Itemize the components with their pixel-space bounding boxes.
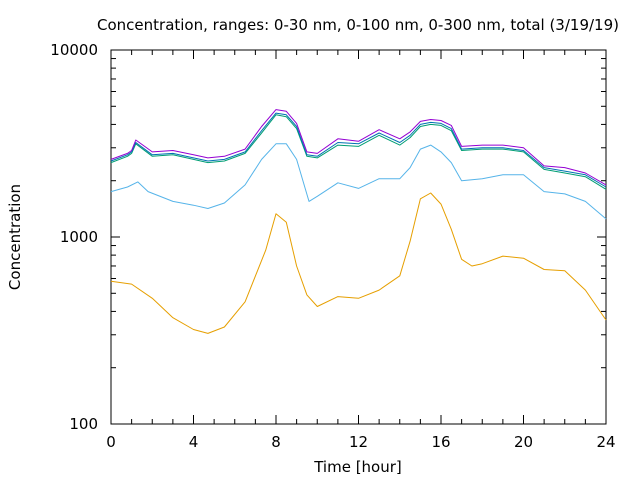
plot-frame [110,49,607,425]
series-line-0 [110,192,607,334]
y-tick-label: 100 [69,415,98,433]
tick-labels: 0 4 8 12 16 20 24 100 1000 10000 [50,41,615,451]
x-tick-label: 20 [514,433,533,451]
series-line-1 [110,143,607,220]
y-tick-label: 10000 [50,41,98,59]
chart-title: Concentration, ranges: 0-30 nm, 0-100 nm… [97,16,619,34]
x-tick-label: 12 [349,433,368,451]
series-layer [110,109,607,334]
x-axis-title: Time [hour] [313,458,402,476]
series-line-2 [110,114,607,190]
y-tick-label: 1000 [60,228,98,246]
x-tick-label: 4 [189,433,199,451]
series-line-4 [110,109,607,186]
x-tick-label: 16 [431,433,450,451]
x-tick-label: 24 [596,433,615,451]
series-line-3 [110,112,607,188]
y-axis-title: Concentration [6,184,24,290]
ticks [110,49,607,425]
x-tick-label: 8 [271,433,281,451]
x-tick-label: 0 [106,433,116,451]
